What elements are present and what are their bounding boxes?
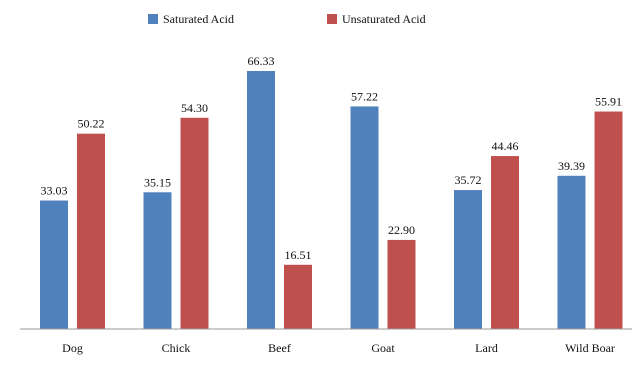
data-label: 35.15 — [144, 175, 171, 189]
bar-unsaturated-goat — [387, 239, 416, 329]
data-label: 44.46 — [492, 139, 519, 153]
legend-swatch-saturated — [148, 14, 158, 24]
bar-saturated-wild-boar — [557, 175, 586, 329]
bar-unsaturated-beef — [284, 264, 312, 329]
data-label: 22.90 — [388, 223, 415, 237]
data-labels-group: 33.03 50.22 35.15 54.30 66.33 16.51 57.22 22.90… — [41, 54, 623, 262]
x-tick-label: Lard — [475, 341, 498, 355]
legend-label-saturated: Saturated Acid — [163, 12, 234, 26]
x-tick-label: Beef — [268, 341, 291, 355]
bar-saturated-goat — [350, 106, 379, 329]
x-tick-labels-group: Dog Chick Beef Goat Lard Wild Boar — [62, 341, 615, 355]
data-label: 57.22 — [351, 89, 378, 103]
x-tick-label: Goat — [371, 341, 395, 355]
data-label: 55.91 — [595, 95, 622, 109]
legend: Saturated Acid Unsaturated Acid — [148, 12, 426, 26]
bar-unsaturated-wild-boar — [594, 111, 623, 329]
x-tick-label: Chick — [162, 341, 191, 355]
bar-unsaturated-chick — [180, 117, 209, 329]
data-label: 39.39 — [558, 159, 585, 173]
data-label: 35.72 — [455, 173, 482, 187]
legend-label-unsaturated: Unsaturated Acid — [342, 12, 426, 26]
bar-saturated-chick — [143, 192, 172, 329]
data-label: 66.33 — [248, 54, 275, 68]
legend-swatch-unsaturated — [327, 14, 337, 24]
x-tick-label: Wild Boar — [565, 341, 615, 355]
data-label: 54.30 — [181, 101, 208, 115]
data-label: 16.51 — [285, 248, 312, 262]
bar-saturated-dog — [40, 200, 68, 329]
bar-unsaturated-lard — [491, 156, 519, 329]
data-label: 50.22 — [78, 117, 105, 131]
bar-saturated-lard — [454, 190, 482, 329]
data-label: 33.03 — [41, 184, 68, 198]
x-tick-label: Dog — [62, 341, 83, 355]
bars-group — [40, 71, 623, 329]
bar-saturated-beef — [247, 71, 275, 329]
bar-unsaturated-dog — [77, 133, 105, 329]
